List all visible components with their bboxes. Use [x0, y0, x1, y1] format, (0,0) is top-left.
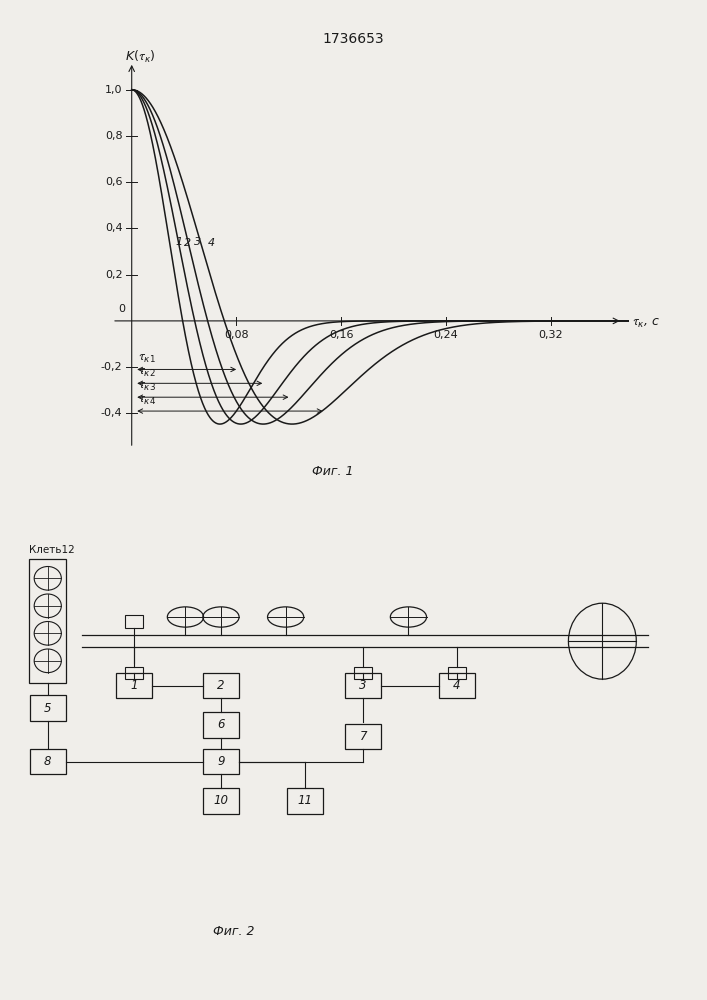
Text: 9: 9	[217, 755, 225, 768]
Text: 0,24: 0,24	[433, 330, 458, 340]
Bar	[203, 749, 239, 774]
Text: 1: 1	[175, 237, 182, 247]
Bar	[439, 673, 474, 698]
Text: 6: 6	[217, 718, 225, 732]
Text: 0,8: 0,8	[105, 131, 122, 141]
Bar	[287, 788, 323, 814]
Text: -0,2: -0,2	[101, 362, 122, 372]
Text: 0,6: 0,6	[105, 177, 122, 187]
Bar	[203, 712, 239, 738]
Text: Клеть12: Клеть12	[29, 545, 75, 555]
Text: 0,08: 0,08	[224, 330, 249, 340]
Text: $\mathcal{\tau}_{\kappa4}$: $\mathcal{\tau}_{\kappa4}$	[139, 394, 156, 407]
Bar	[29, 559, 66, 683]
Text: -0,4: -0,4	[101, 408, 122, 418]
Text: $\mathcal{\tau}_{\kappa}$, с: $\mathcal{\tau}_{\kappa}$, с	[632, 317, 660, 330]
Text: 1,0: 1,0	[105, 85, 122, 95]
Text: $\mathcal{\tau}_{\kappa3}$: $\mathcal{\tau}_{\kappa3}$	[139, 380, 156, 393]
Bar	[30, 695, 66, 721]
Text: 11: 11	[298, 794, 312, 807]
Bar	[203, 788, 239, 814]
Text: 4: 4	[453, 679, 461, 692]
Text: 1736653: 1736653	[322, 32, 385, 46]
Text: 0,4: 0,4	[105, 223, 122, 233]
Text: $\mathcal{\tau}_{\kappa2}$: $\mathcal{\tau}_{\kappa2}$	[139, 366, 156, 379]
Bar	[346, 673, 381, 698]
Text: $K(\mathcal{\tau}_{\kappa})$: $K(\mathcal{\tau}_{\kappa})$	[125, 49, 156, 65]
Text: 3: 3	[359, 679, 367, 692]
Text: 10: 10	[214, 794, 228, 807]
Text: $\mathcal{\tau}_{\kappa1}$: $\mathcal{\tau}_{\kappa1}$	[139, 352, 156, 365]
Text: 5: 5	[44, 702, 52, 715]
Text: 8: 8	[44, 755, 52, 768]
Bar	[124, 615, 143, 628]
Text: 4: 4	[207, 238, 214, 248]
Text: Фиг. 1: Фиг. 1	[312, 465, 353, 478]
Text: 0: 0	[118, 304, 125, 314]
Text: 0,2: 0,2	[105, 270, 122, 280]
Text: 1: 1	[130, 679, 137, 692]
Text: 0,32: 0,32	[538, 330, 563, 340]
Bar	[354, 667, 373, 679]
Bar	[203, 673, 239, 698]
Text: 7: 7	[359, 730, 367, 743]
Text: 0,16: 0,16	[329, 330, 354, 340]
Text: 3: 3	[194, 237, 201, 247]
Bar	[124, 667, 143, 679]
Bar	[346, 724, 381, 749]
Text: 2: 2	[217, 679, 225, 692]
Text: Фиг. 2: Фиг. 2	[213, 925, 254, 938]
Bar	[30, 749, 66, 774]
Bar	[448, 667, 466, 679]
Text: 2: 2	[185, 238, 192, 248]
Bar	[116, 673, 151, 698]
